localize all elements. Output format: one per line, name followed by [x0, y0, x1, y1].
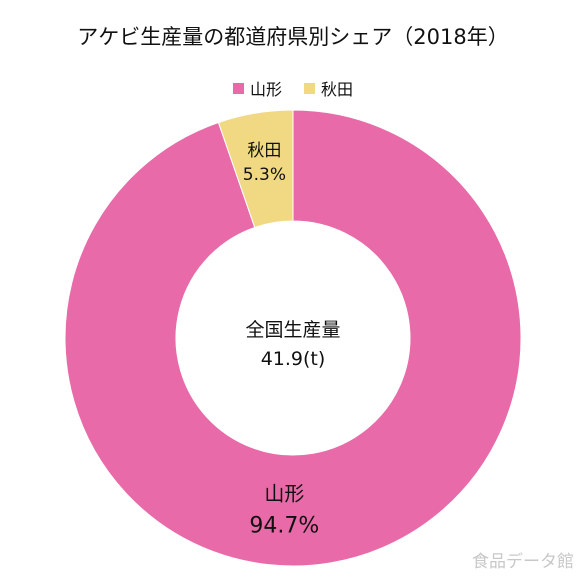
center-label-title: 全国生産量 — [245, 319, 340, 341]
legend-swatch-akita — [304, 82, 315, 94]
watermark: 食品データ館 — [472, 552, 574, 572]
center-label-value: 41.9(t) — [261, 348, 326, 370]
slice-label-name-yamagata: 山形 — [264, 481, 304, 505]
slice-label-name-akita: 秋田 — [247, 141, 281, 161]
slice-akita — [217, 109, 294, 229]
legend-label-yamagata: 山形 — [249, 80, 282, 99]
legend: 山形 秋田 — [0, 76, 586, 100]
slice-yamagata — [64, 109, 522, 567]
legend-label-akita: 秋田 — [321, 80, 354, 99]
legend-item-akita: 秋田 — [304, 76, 353, 100]
slice-label-value-yamagata: 94.7% — [249, 513, 319, 538]
chart-title: アケビ生産量の都道府県別シェア（2018年） — [77, 25, 509, 49]
legend-swatch-yamagata — [232, 82, 244, 94]
legend-item-yamagata: 山形 — [232, 76, 282, 100]
slice-label-value-akita: 5.3% — [243, 165, 286, 185]
